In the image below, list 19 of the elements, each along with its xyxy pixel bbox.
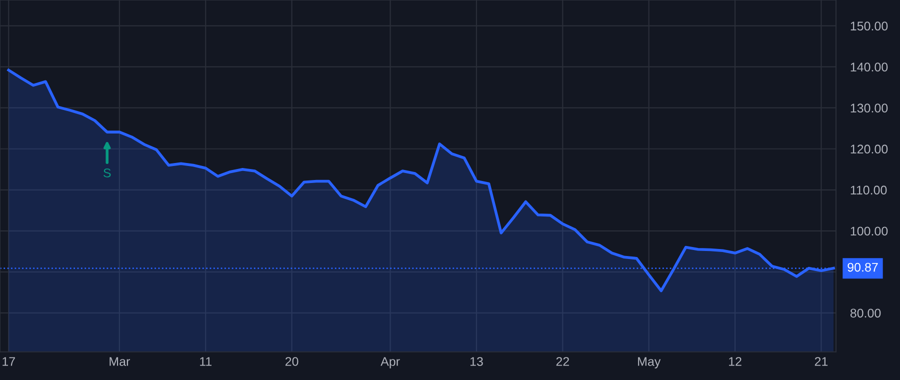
x-tick-label: 21	[814, 357, 828, 366]
x-tick-label: 11	[200, 357, 212, 366]
x-tick-label: 12	[729, 357, 742, 366]
ref-line-label: 90.87	[848, 262, 878, 272]
x-tick-label: Apr	[380, 357, 400, 368]
x-tick-label: 17	[2, 357, 15, 366]
y-tick-label: 140.00	[850, 62, 888, 72]
y-tick-label: 120.00	[850, 144, 888, 154]
y-tick-label: 80.00	[850, 308, 881, 318]
x-tick-label: 13	[470, 357, 483, 366]
x-tick-label: May	[638, 357, 661, 368]
y-tick-label: 100.00	[850, 226, 888, 236]
x-tick-label: 22	[556, 357, 569, 366]
y-tick-label: 110.00	[850, 186, 887, 195]
x-tick-label: 20	[285, 357, 298, 366]
annotation: S	[104, 168, 111, 178]
y-tick-label: 150.00	[850, 22, 888, 30]
x-tick-label: Mar	[110, 357, 130, 366]
y-tick-label: 130.00	[850, 104, 888, 113]
